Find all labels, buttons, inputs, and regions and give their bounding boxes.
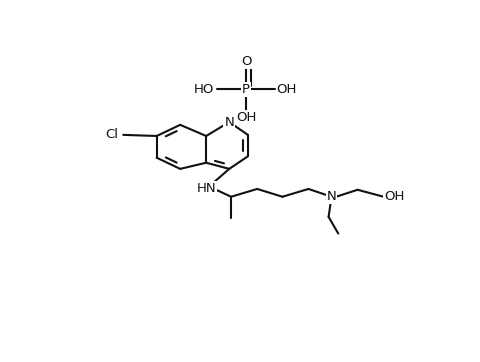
Text: N: N [327, 190, 336, 203]
Text: N: N [224, 115, 234, 129]
Text: HN: HN [196, 182, 216, 195]
Text: Cl: Cl [106, 129, 119, 142]
Text: HO: HO [194, 83, 214, 96]
Text: O: O [241, 55, 251, 67]
Text: OH: OH [277, 83, 297, 96]
Text: P: P [242, 83, 250, 96]
Text: OH: OH [384, 190, 404, 203]
Text: OH: OH [236, 111, 256, 125]
